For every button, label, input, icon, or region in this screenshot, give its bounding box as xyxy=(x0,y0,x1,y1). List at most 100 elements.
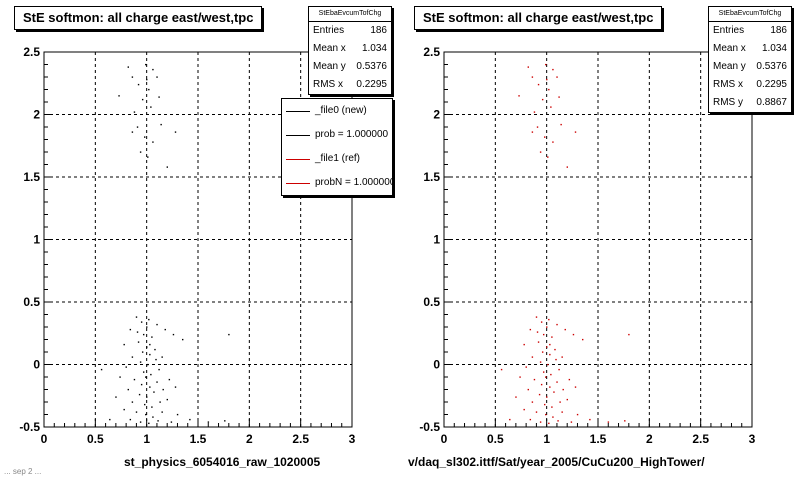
x-tick-label: 2 xyxy=(646,432,653,446)
data-point xyxy=(529,418,532,421)
data-point xyxy=(551,406,553,408)
data-point xyxy=(554,348,556,351)
right-stats-value: 0.8867 xyxy=(756,97,787,108)
x-tick-label: 1 xyxy=(543,432,550,446)
data-point xyxy=(536,126,539,128)
data-point xyxy=(549,343,551,346)
x-tick-label: 2.5 xyxy=(692,432,709,446)
data-point xyxy=(549,353,551,356)
data-point xyxy=(531,356,534,358)
legend-entry-prob: prob = 1.000000 xyxy=(282,123,392,147)
data-point xyxy=(129,418,132,421)
data-point xyxy=(146,396,148,398)
right-stats-row: RMS y 0.8867 xyxy=(709,94,791,112)
data-point xyxy=(548,318,550,321)
data-point xyxy=(525,366,527,368)
data-point xyxy=(141,351,144,353)
data-point xyxy=(558,96,560,98)
data-point xyxy=(158,96,160,98)
left-stats-header: StEbaEvcumTofChg xyxy=(309,7,391,22)
data-point xyxy=(136,331,139,333)
data-point xyxy=(552,141,554,143)
data-point xyxy=(574,131,577,133)
data-point xyxy=(127,66,129,68)
data-point xyxy=(159,401,161,403)
data-point xyxy=(519,376,521,378)
data-point xyxy=(131,76,134,78)
data-point xyxy=(544,136,546,138)
data-point xyxy=(174,386,177,388)
right-stats-box: StEbaEvcumTofChg Entries 186 Mean x 1.03… xyxy=(708,6,792,113)
y-tick-label: 2.5 xyxy=(423,45,440,59)
left-stats-row: Mean x 1.034 xyxy=(309,40,391,58)
left-stats-value: 1.034 xyxy=(361,43,387,54)
data-point xyxy=(536,331,539,333)
data-point xyxy=(523,408,525,411)
data-point xyxy=(140,321,143,323)
data-point xyxy=(564,328,566,331)
x-tick-label: 1.5 xyxy=(190,432,207,446)
data-point xyxy=(140,383,143,386)
data-point xyxy=(118,95,120,97)
data-point xyxy=(123,343,125,346)
data-point xyxy=(133,378,136,381)
data-point xyxy=(156,76,158,78)
data-point xyxy=(146,78,148,81)
legend-swatch xyxy=(286,183,310,184)
right-chart-title: StE softmon: all charge east/west,tpc xyxy=(414,6,663,30)
data-point xyxy=(509,418,511,421)
data-point xyxy=(515,396,517,398)
data-point xyxy=(154,348,156,351)
data-point xyxy=(562,388,564,391)
data-point xyxy=(547,156,549,158)
data-point xyxy=(542,371,545,373)
left-chart-title: StE softmon: all charge east/west,tpc xyxy=(14,6,263,30)
legend-label: probN = 1.000000 xyxy=(315,177,393,188)
data-point xyxy=(147,156,149,158)
data-point xyxy=(109,418,111,421)
data-point xyxy=(540,383,543,386)
data-point xyxy=(531,401,534,403)
y-tick-label: 0 xyxy=(433,358,440,372)
footer-text: ... sep 2 ... xyxy=(4,467,42,476)
data-point xyxy=(539,151,542,153)
data-point xyxy=(139,151,142,153)
data-point xyxy=(546,346,548,348)
right-stats-value: 1.034 xyxy=(761,43,787,54)
data-point xyxy=(541,351,544,353)
data-point xyxy=(161,411,163,413)
data-point xyxy=(157,420,159,422)
right-stats-row: Mean x 1.034 xyxy=(709,40,791,58)
left-chart-panel: 0 0.5 1 1.5 2 2.5 3 -0.5 0 0.5 1 1.5 2 2.5 StE softmo… xyxy=(14,6,393,469)
data-point xyxy=(153,391,155,393)
right-stats-value: 186 xyxy=(770,25,787,36)
data-point xyxy=(145,376,147,378)
left-x-axis-title: st_physics_6054016_raw_1020005 xyxy=(124,455,321,469)
data-point xyxy=(152,141,154,143)
left-stats-value: 0.5376 xyxy=(356,61,387,72)
data-point xyxy=(518,95,520,97)
data-point xyxy=(148,318,150,321)
legend-entry-file0: _file0 (new) xyxy=(282,99,392,123)
y-tick-label: 1.5 xyxy=(423,170,440,184)
data-point xyxy=(559,401,561,403)
data-point xyxy=(228,333,230,336)
data-point xyxy=(158,368,160,371)
data-point xyxy=(545,63,547,66)
data-point xyxy=(115,396,117,398)
data-point xyxy=(133,111,136,113)
data-point xyxy=(144,136,146,138)
data-point xyxy=(552,416,554,418)
data-point xyxy=(139,361,142,363)
data-point xyxy=(560,123,562,126)
legend-swatch xyxy=(286,159,310,160)
data-point xyxy=(131,356,134,358)
x-tick-label: 0 xyxy=(441,432,448,446)
data-point xyxy=(561,356,563,358)
data-point xyxy=(553,391,555,393)
data-point xyxy=(149,353,151,356)
right-stats-label: Mean y xyxy=(713,61,746,72)
data-point xyxy=(146,346,148,348)
data-point xyxy=(176,413,179,416)
x-tick-label: 3 xyxy=(749,432,756,446)
